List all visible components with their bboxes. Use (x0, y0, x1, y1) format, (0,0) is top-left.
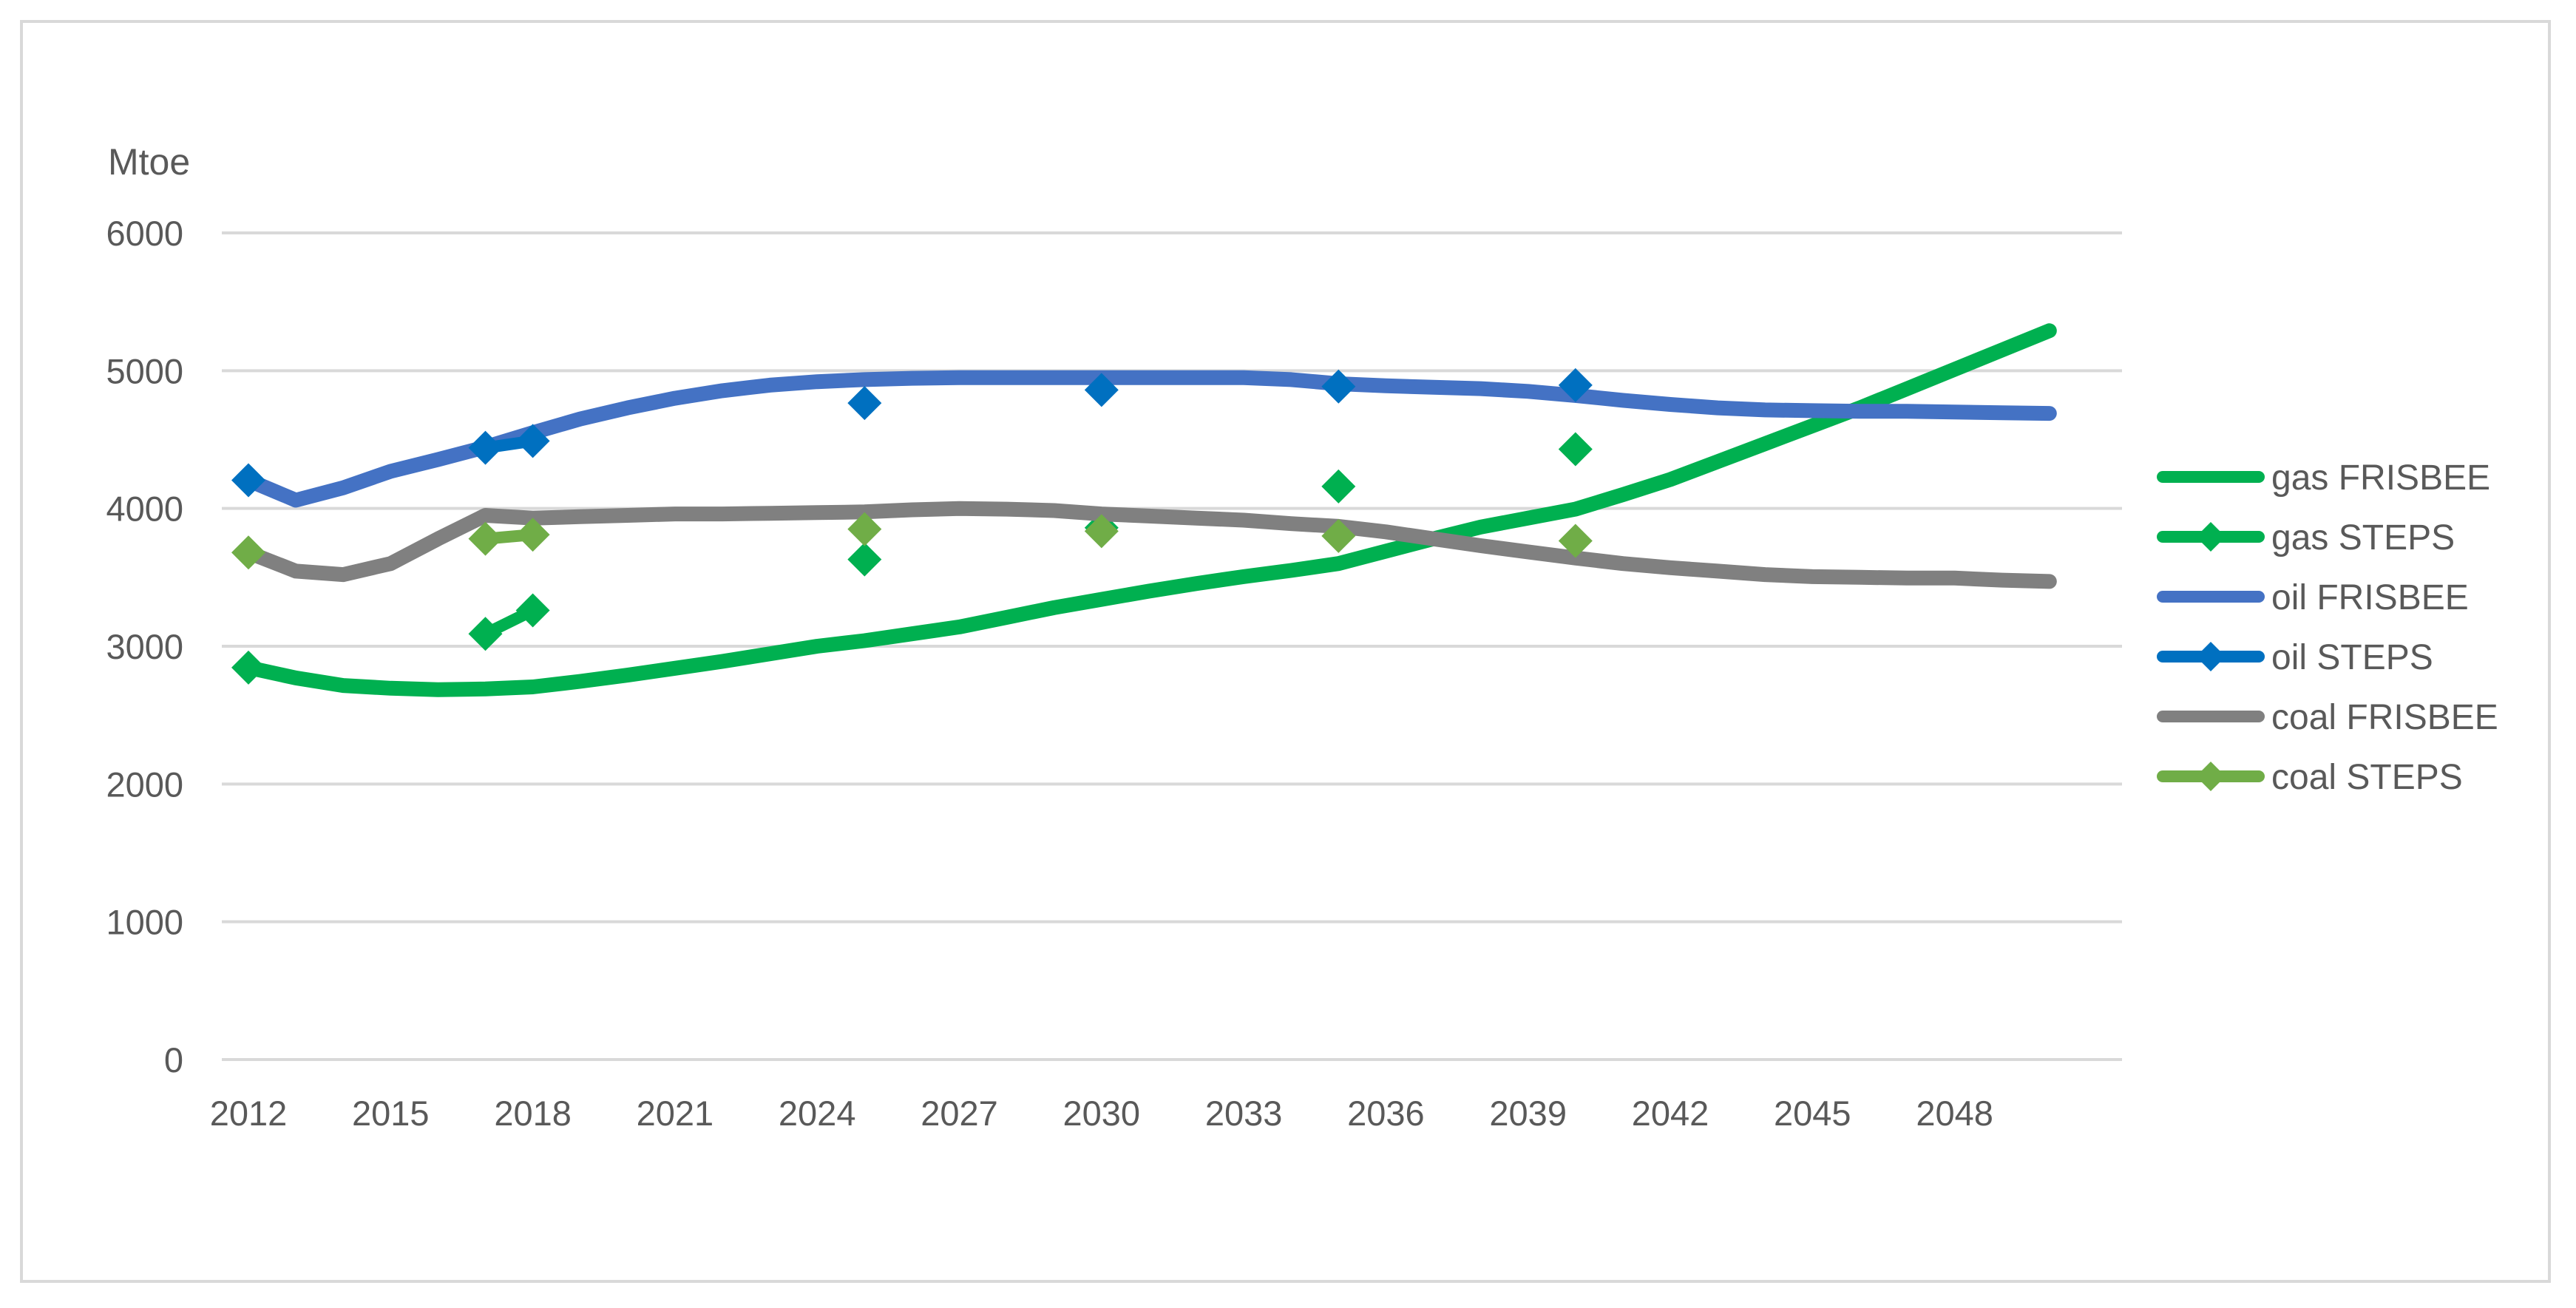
y-axis-tick-label-3000: 3000 (106, 627, 183, 666)
legend-label-coal-steps: coal STEPS (2271, 758, 2463, 797)
series-line-gas-frisbee (241, 323, 2057, 697)
marker-gas-steps-2017 (468, 617, 503, 651)
x-axis-tick-label-2045: 2045 (1774, 1094, 1851, 1133)
legend-label-gas-steps: gas STEPS (2271, 518, 2455, 558)
marker-coal-steps-2018 (515, 518, 550, 552)
legend-marker-gas-steps (2196, 522, 2226, 552)
y-axis-tick-label-1000: 1000 (106, 903, 183, 942)
x-axis-tick-label-2036: 2036 (1347, 1094, 1425, 1133)
x-axis-tick-label-2027: 2027 (921, 1094, 998, 1133)
x-axis-tick-label-2033: 2033 (1205, 1094, 1283, 1133)
marker-coal-steps-2017 (468, 521, 503, 556)
y-axis-tick-label-0: 0 (164, 1040, 183, 1080)
x-axis-tick-label-2012: 2012 (210, 1094, 288, 1133)
marker-oil-steps-2017 (468, 430, 503, 465)
x-axis-tick-label-2030: 2030 (1063, 1094, 1141, 1133)
marker-oil-steps-2030 (1084, 373, 1119, 407)
y-axis-tick-label-4000: 4000 (106, 489, 183, 529)
y-axis-unit-label: Mtoe (108, 141, 191, 183)
marker-gas-steps-2040 (1558, 432, 1593, 467)
marker-oil-steps-2040 (1558, 367, 1593, 402)
x-axis-tick-label-2024: 2024 (779, 1094, 856, 1133)
legend-label-coal-frisbee: coal FRISBEE (2271, 698, 2498, 737)
x-axis-tick-label-2021: 2021 (637, 1094, 714, 1133)
x-axis-tick-label-2042: 2042 (1632, 1094, 1709, 1133)
marker-oil-steps-2018 (515, 424, 550, 458)
marker-coal-steps-2025 (847, 512, 882, 546)
legend-label-oil-frisbee: oil FRISBEE (2271, 578, 2469, 617)
marker-gas-steps-2035 (1321, 469, 1356, 504)
marker-coal-steps-2040 (1558, 523, 1593, 558)
marker-oil-steps-2012 (231, 463, 265, 498)
legend-label-gas-frisbee: gas FRISBEE (2271, 458, 2490, 498)
x-axis-tick-label-2015: 2015 (352, 1094, 430, 1133)
marker-coal-steps-2035 (1321, 518, 1356, 553)
marker-coal-steps-2030 (1084, 514, 1119, 549)
series-line-coal-frisbee (241, 501, 2057, 589)
y-axis-tick-label-5000: 5000 (106, 351, 183, 390)
y-axis-tick-label-6000: 6000 (106, 214, 183, 253)
legend-marker-oil-steps (2196, 642, 2226, 671)
marker-oil-steps-2035 (1321, 369, 1356, 404)
marker-coal-steps-2012 (231, 535, 265, 570)
series-line-oil-frisbee (241, 370, 2057, 508)
marker-gas-steps-2018 (515, 593, 550, 628)
legend-label-oil-steps: oil STEPS (2271, 638, 2433, 677)
marker-gas-steps-2025 (847, 542, 882, 577)
legend-marker-coal-steps (2196, 762, 2226, 791)
y-axis-tick-label-2000: 2000 (106, 765, 183, 804)
x-axis-tick-label-2018: 2018 (494, 1094, 572, 1133)
marker-oil-steps-2025 (847, 386, 882, 421)
x-axis-tick-label-2039: 2039 (1489, 1094, 1567, 1133)
x-axis-tick-label-2048: 2048 (1916, 1094, 1993, 1133)
marker-gas-steps-2012 (231, 650, 265, 685)
